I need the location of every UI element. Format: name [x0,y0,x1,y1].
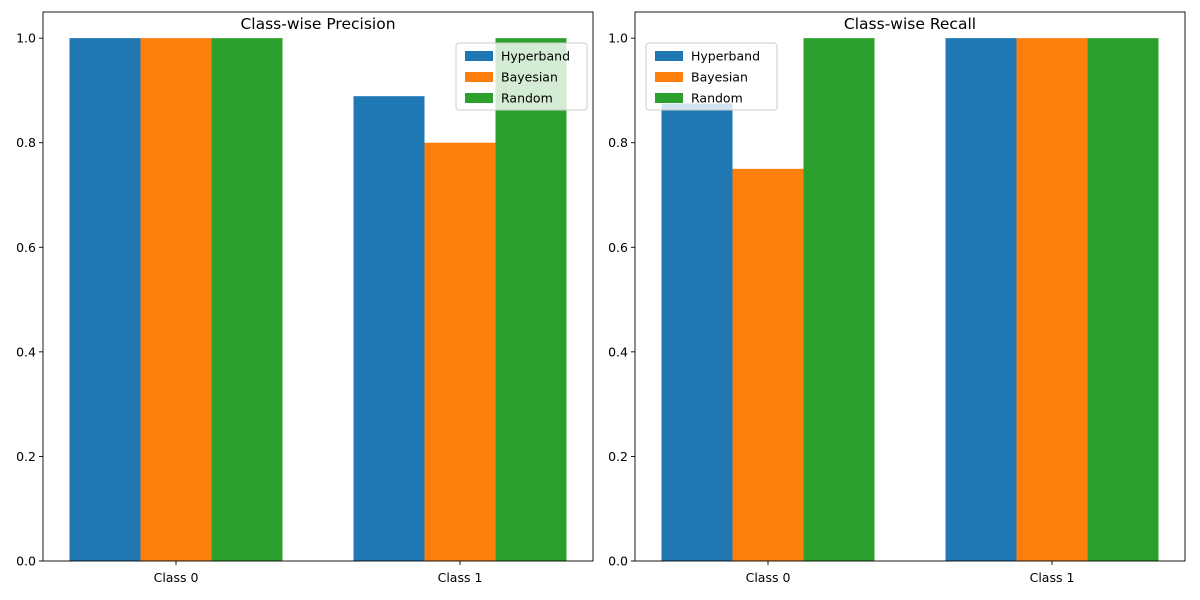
recall-bar-bayesian-class-1 [1016,38,1088,561]
precision-legend: Hyperband Bayesian Random [455,42,588,111]
precision-y-tick-label-3: 0.6 [16,240,36,255]
recall-y-tick-label-5: 1.0 [608,31,628,46]
recall-legend-swatch-hyperband [655,51,683,61]
recall-legend-swatch-random [655,93,683,103]
recall-bar-hyperband-class-0 [661,103,733,561]
precision-bars [69,38,567,562]
recall-chart: Class-wise Recall 0.0 0.2 0.4 0.6 0.8 1.0 Cla… [608,11,1186,585]
precision-axes-frame [42,11,594,562]
recall-y-tick-label-1: 0.2 [608,449,628,464]
precision-bar-hyperband-class-0 [69,38,141,561]
precision-legend-label-bayesian: Bayesian [501,70,558,85]
recall-legend: Hyperband Bayesian Random [645,42,778,111]
precision-x-tick-label-1: Class 1 [438,570,483,585]
recall-x-tick-label-0: Class 0 [746,570,791,585]
precision-y-tick-label-1: 0.2 [16,449,36,464]
recall-y-tick-label-4: 0.8 [608,135,628,150]
recall-chart-title: Class-wise Recall [844,15,976,33]
precision-legend-swatch-hyperband [465,51,493,61]
recall-y-tick-label-2: 0.4 [608,344,628,359]
recall-x-tick-label-1: Class 1 [1030,570,1075,585]
recall-bar-bayesian-class-0 [732,168,804,561]
precision-chart-title: Class-wise Precision [240,15,395,33]
recall-legend-label-hyperband: Hyperband [691,49,760,64]
precision-legend-swatch-bayesian [465,72,493,82]
recall-bar-random-class-0 [803,38,875,561]
precision-legend-label-hyperband: Hyperband [501,49,570,64]
precision-bar-random-class-1 [495,38,567,561]
precision-y-tick-label-0: 0.0 [16,554,36,569]
recall-legend-label-random: Random [691,91,743,106]
precision-y-axis: 0.0 0.2 0.4 0.6 0.8 1.0 [16,31,43,569]
precision-chart: Class-wise Precision 0.00.20.40.60.81.0 … [16,11,594,585]
precision-y-tick-label-5: 1.0 [16,31,36,46]
recall-y-tick-label-3: 0.6 [608,240,628,255]
recall-bar-random-class-1 [1087,38,1159,561]
precision-x-axis: Class 0 Class 1 [154,561,483,585]
precision-legend-label-random: Random [501,91,553,106]
precision-bar-random-class-0 [211,38,283,561]
recall-axes-frame [634,11,1186,562]
precision-y-tick-label-4: 0.8 [16,135,36,150]
recall-legend-swatch-bayesian [655,72,683,82]
recall-x-axis: Class 0 Class 1 [746,561,1075,585]
precision-x-tick-label-0: Class 0 [154,570,199,585]
precision-legend-swatch-random [465,93,493,103]
precision-bar-bayesian-class-0 [140,38,212,561]
recall-legend-label-bayesian: Bayesian [691,70,748,85]
recall-y-tick-label-0: 0.0 [608,554,628,569]
precision-y-tick-label-2: 0.4 [16,344,36,359]
precision-bar-hyperband-class-1 [353,96,425,562]
precision-bar-bayesian-class-1 [424,142,496,561]
recall-bar-hyperband-class-1 [945,38,1017,561]
recall-bars [661,38,1159,561]
recall-y-axis: 0.0 0.2 0.4 0.6 0.8 1.0 [608,31,635,569]
